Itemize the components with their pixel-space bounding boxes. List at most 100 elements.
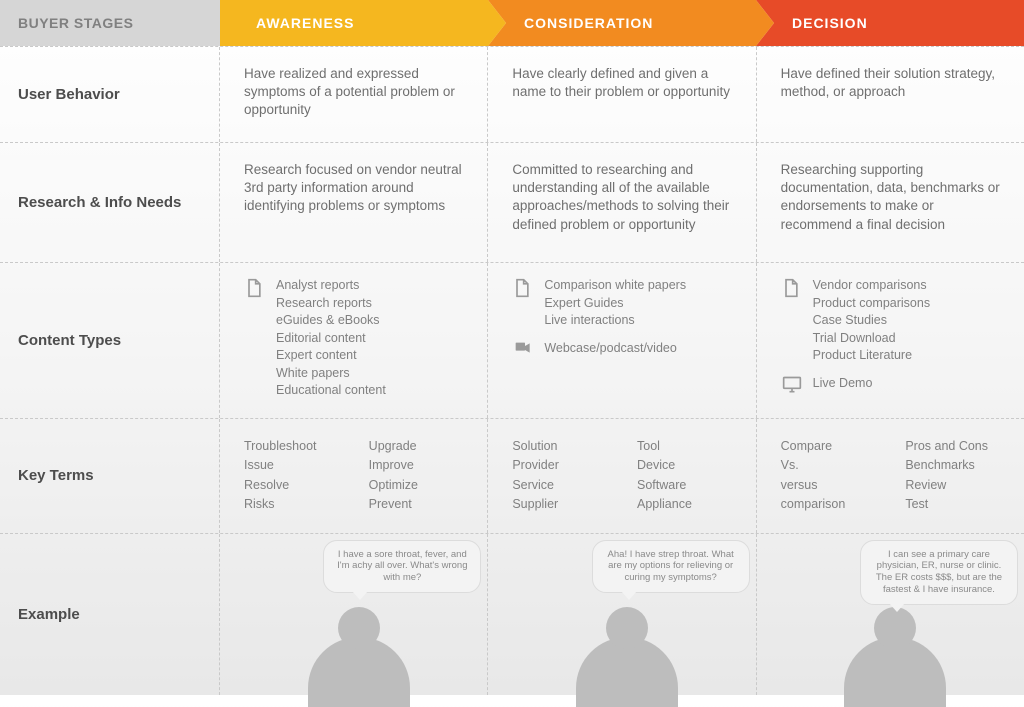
key-term: Provider bbox=[512, 456, 613, 475]
key-terms-column: CompareVs.versuscomparison bbox=[781, 437, 882, 515]
stage-decision: DECISION bbox=[756, 0, 1024, 46]
buyer-stages-table: BUYER STAGES AWARENESS CONSIDERATION DEC… bbox=[0, 0, 1024, 695]
monitor-icon bbox=[781, 375, 803, 395]
key-term: Solution bbox=[512, 437, 613, 456]
key-term: Risks bbox=[244, 495, 345, 514]
cell-example-consideration: Aha! I have strep throat. What are my op… bbox=[488, 534, 756, 696]
content-type-item: Vendor comparisons bbox=[813, 277, 1006, 295]
key-term: Device bbox=[637, 456, 738, 475]
key-terms-column: Pros and ConsBenchmarksReviewTest bbox=[905, 437, 1006, 515]
key-term: Upgrade bbox=[369, 437, 470, 456]
video-icon bbox=[512, 340, 534, 356]
key-term: Software bbox=[637, 476, 738, 495]
cell-terms-consideration: SolutionProviderServiceSupplier ToolDevic… bbox=[488, 419, 756, 533]
cell-research-consideration: Committed to researching and understandi… bbox=[488, 143, 756, 262]
cell-example-decision: I can see a primary care physician, ER, … bbox=[757, 534, 1024, 696]
key-term: Resolve bbox=[244, 476, 345, 495]
key-term: comparison bbox=[781, 495, 882, 514]
key-terms-columns: CompareVs.versuscomparison Pros and ConsB… bbox=[781, 437, 1006, 515]
cell-behavior-consideration: Have clearly defined and given a name to… bbox=[488, 47, 756, 142]
cell-content-decision: Vendor comparisonsProduct comparisonsCas… bbox=[757, 263, 1024, 418]
row-label: Key Terms bbox=[0, 419, 220, 533]
row-content-types: Content Types Analyst reportsResearch re… bbox=[0, 262, 1024, 418]
document-icon bbox=[781, 277, 803, 365]
document-icon bbox=[512, 277, 532, 299]
key-term: Improve bbox=[369, 456, 470, 475]
key-term: Test bbox=[905, 495, 1006, 514]
row-example: Example I have a sore throat, fever, and… bbox=[0, 533, 1024, 696]
row-label: Research & Info Needs bbox=[0, 143, 220, 262]
cell-content-awareness: Analyst reportsResearch reportseGuides &… bbox=[220, 263, 488, 418]
content-type-item: Analyst reports bbox=[276, 277, 469, 295]
key-term: Optimize bbox=[369, 476, 470, 495]
stage-consideration: CONSIDERATION bbox=[488, 0, 756, 46]
row-user-behavior: User Behavior Have realized and expresse… bbox=[0, 46, 1024, 142]
header-labels-cell: BUYER STAGES bbox=[0, 0, 220, 46]
key-terms-column: TroubleshootIssueResolveRisks bbox=[244, 437, 345, 515]
key-term: Appliance bbox=[637, 495, 738, 514]
content-type-group: Comparison white papersExpert GuidesLive… bbox=[512, 277, 737, 330]
cell-research-awareness: Research focused on vendor neutral 3rd p… bbox=[220, 143, 488, 262]
person-silhouette-icon bbox=[562, 605, 682, 695]
content-type-group: Live Demo bbox=[781, 375, 1006, 400]
content-type-item: White papers bbox=[276, 365, 469, 383]
content-type-group: Webcase/podcast/video bbox=[512, 340, 737, 361]
document-icon bbox=[781, 277, 801, 299]
chevron-right-icon bbox=[756, 0, 774, 46]
cell-research-decision: Researching supporting documentation, da… bbox=[757, 143, 1024, 262]
key-term: versus bbox=[781, 476, 882, 495]
content-type-item: eGuides & eBooks bbox=[276, 312, 469, 330]
key-terms-column: UpgradeImproveOptimizePrevent bbox=[369, 437, 470, 515]
content-type-item: Product comparisons bbox=[813, 295, 1006, 313]
document-icon bbox=[244, 277, 266, 400]
video-icon bbox=[512, 340, 534, 361]
row-research-needs: Research & Info Needs Research focused o… bbox=[0, 142, 1024, 262]
content-type-item: Live interactions bbox=[544, 312, 737, 330]
stage-consideration-label: CONSIDERATION bbox=[524, 15, 653, 31]
content-type-item: Trial Download bbox=[813, 330, 1006, 348]
stage-awareness-label: AWARENESS bbox=[256, 15, 354, 31]
stage-decision-label: DECISION bbox=[792, 15, 868, 31]
chevron-right-icon bbox=[488, 0, 506, 46]
content-type-list: Webcase/podcast/video bbox=[544, 340, 737, 361]
content-type-item: Research reports bbox=[276, 295, 469, 313]
content-type-item: Case Studies bbox=[813, 312, 1006, 330]
monitor-icon bbox=[781, 375, 803, 400]
row-label: User Behavior bbox=[0, 47, 220, 142]
key-term: Service bbox=[512, 476, 613, 495]
key-term: Pros and Cons bbox=[905, 437, 1006, 456]
row-key-terms: Key Terms TroubleshootIssueResolveRisks U… bbox=[0, 418, 1024, 533]
key-terms-columns: TroubleshootIssueResolveRisks UpgradeImpr… bbox=[244, 437, 469, 515]
row-label: Example bbox=[0, 534, 220, 696]
key-term: Supplier bbox=[512, 495, 613, 514]
cell-behavior-decision: Have defined their solution strategy, me… bbox=[757, 47, 1024, 142]
speech-bubble: I can see a primary care physician, ER, … bbox=[860, 540, 1018, 606]
content-type-item: Editorial content bbox=[276, 330, 469, 348]
key-term: Prevent bbox=[369, 495, 470, 514]
person-silhouette-icon bbox=[830, 605, 950, 695]
content-type-item: Expert content bbox=[276, 347, 469, 365]
header-row: BUYER STAGES AWARENESS CONSIDERATION DEC… bbox=[0, 0, 1024, 46]
key-term: Tool bbox=[637, 437, 738, 456]
cell-terms-decision: CompareVs.versuscomparison Pros and ConsB… bbox=[757, 419, 1024, 533]
content-type-list: Analyst reportsResearch reportseGuides &… bbox=[276, 277, 469, 400]
content-type-item: Educational content bbox=[276, 382, 469, 400]
content-type-list: Vendor comparisonsProduct comparisonsCas… bbox=[813, 277, 1006, 365]
content-type-item: Webcase/podcast/video bbox=[544, 340, 737, 358]
content-type-item: Expert Guides bbox=[544, 295, 737, 313]
content-type-list: Live Demo bbox=[813, 375, 1006, 400]
header-labels-title: BUYER STAGES bbox=[18, 15, 133, 31]
stage-awareness: AWARENESS bbox=[220, 0, 488, 46]
key-term: Issue bbox=[244, 456, 345, 475]
cell-terms-awareness: TroubleshootIssueResolveRisks UpgradeImpr… bbox=[220, 419, 488, 533]
content-type-item: Live Demo bbox=[813, 375, 1006, 393]
content-type-item: Comparison white papers bbox=[544, 277, 737, 295]
speech-bubble: I have a sore throat, fever, and I'm ach… bbox=[323, 540, 481, 594]
document-icon bbox=[244, 277, 264, 299]
key-term: Troubleshoot bbox=[244, 437, 345, 456]
cell-example-awareness: I have a sore throat, fever, and I'm ach… bbox=[220, 534, 488, 696]
document-icon bbox=[512, 277, 534, 330]
content-type-list: Comparison white papersExpert GuidesLive… bbox=[544, 277, 737, 330]
content-type-group: Vendor comparisonsProduct comparisonsCas… bbox=[781, 277, 1006, 365]
key-term: Compare bbox=[781, 437, 882, 456]
